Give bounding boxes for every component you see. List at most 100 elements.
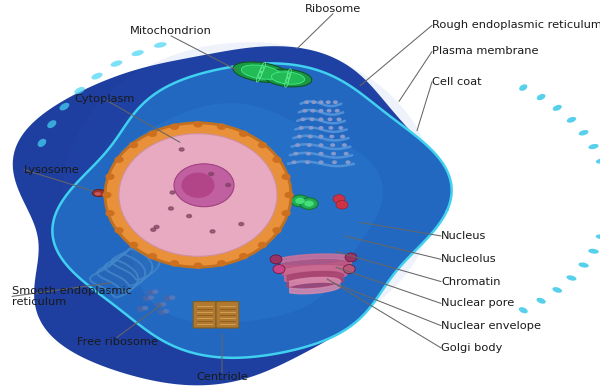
Ellipse shape: [110, 60, 122, 67]
Ellipse shape: [59, 103, 70, 110]
Circle shape: [210, 230, 215, 233]
Circle shape: [155, 303, 163, 307]
Circle shape: [259, 142, 266, 147]
Text: Nucleolus: Nucleolus: [441, 254, 497, 264]
Text: Nuclear envelope: Nuclear envelope: [441, 321, 541, 331]
Circle shape: [319, 161, 323, 163]
Circle shape: [239, 254, 247, 259]
Ellipse shape: [300, 198, 318, 209]
Circle shape: [344, 152, 348, 155]
Circle shape: [194, 263, 202, 268]
Circle shape: [328, 110, 331, 112]
Ellipse shape: [74, 87, 85, 94]
Circle shape: [285, 193, 293, 197]
Circle shape: [273, 157, 281, 162]
Circle shape: [170, 296, 175, 299]
Circle shape: [296, 144, 299, 146]
Ellipse shape: [578, 130, 589, 136]
Circle shape: [106, 174, 114, 179]
Circle shape: [299, 127, 303, 129]
Circle shape: [137, 307, 145, 311]
Circle shape: [306, 161, 310, 163]
Polygon shape: [107, 103, 383, 323]
Circle shape: [328, 118, 332, 121]
Text: Plasma membrane: Plasma membrane: [432, 46, 539, 57]
Circle shape: [153, 290, 158, 293]
Circle shape: [218, 261, 226, 266]
Circle shape: [115, 228, 123, 233]
Ellipse shape: [273, 264, 285, 274]
Circle shape: [149, 296, 154, 299]
Circle shape: [169, 207, 173, 210]
Ellipse shape: [589, 144, 599, 149]
Ellipse shape: [588, 249, 599, 254]
Ellipse shape: [596, 158, 600, 163]
Text: Ribosome: Ribosome: [305, 4, 361, 14]
Circle shape: [164, 310, 169, 313]
Circle shape: [143, 307, 148, 310]
Ellipse shape: [119, 134, 277, 256]
Circle shape: [319, 144, 323, 146]
Ellipse shape: [333, 195, 345, 203]
Circle shape: [329, 127, 333, 129]
Circle shape: [130, 142, 137, 147]
Circle shape: [239, 223, 244, 226]
Text: Cell coat: Cell coat: [432, 77, 482, 87]
Circle shape: [305, 101, 308, 103]
Circle shape: [298, 135, 301, 138]
Circle shape: [259, 243, 266, 248]
Text: Mitochondrion: Mitochondrion: [130, 26, 212, 36]
Circle shape: [151, 228, 155, 231]
Circle shape: [170, 124, 178, 129]
Circle shape: [179, 148, 184, 151]
Ellipse shape: [264, 69, 312, 87]
Circle shape: [319, 101, 323, 103]
Text: Chromatin: Chromatin: [441, 277, 500, 287]
Ellipse shape: [47, 120, 56, 128]
Ellipse shape: [536, 298, 546, 304]
Text: Rough endoplasmic reticulum: Rough endoplasmic reticulum: [432, 20, 600, 30]
Ellipse shape: [596, 234, 600, 239]
Circle shape: [170, 261, 178, 266]
Ellipse shape: [233, 62, 289, 82]
Ellipse shape: [553, 105, 562, 111]
Polygon shape: [13, 46, 440, 385]
Circle shape: [346, 161, 350, 163]
Ellipse shape: [343, 264, 355, 274]
Circle shape: [282, 174, 290, 179]
Ellipse shape: [336, 200, 348, 209]
Text: Nuclear pore: Nuclear pore: [441, 298, 514, 308]
Circle shape: [311, 110, 315, 112]
Text: Lysosome: Lysosome: [24, 165, 80, 175]
Circle shape: [164, 296, 172, 301]
FancyBboxPatch shape: [193, 301, 216, 328]
Text: Golgi body: Golgi body: [441, 343, 502, 353]
Circle shape: [161, 303, 166, 306]
Circle shape: [194, 122, 202, 127]
Ellipse shape: [304, 200, 314, 207]
Circle shape: [310, 127, 313, 129]
Ellipse shape: [182, 172, 215, 198]
Ellipse shape: [241, 65, 281, 79]
Circle shape: [343, 144, 346, 146]
Circle shape: [341, 135, 344, 138]
Circle shape: [148, 290, 155, 295]
Circle shape: [218, 124, 226, 129]
Ellipse shape: [519, 84, 527, 91]
Polygon shape: [112, 243, 160, 280]
Text: Smooth endoplasmic
reticulum: Smooth endoplasmic reticulum: [12, 285, 132, 307]
Circle shape: [226, 183, 230, 186]
Circle shape: [332, 152, 335, 155]
Ellipse shape: [94, 67, 404, 319]
Circle shape: [149, 131, 157, 136]
Circle shape: [330, 135, 334, 138]
FancyBboxPatch shape: [216, 301, 239, 328]
Circle shape: [319, 135, 323, 138]
Circle shape: [170, 191, 175, 194]
Circle shape: [209, 172, 214, 176]
Ellipse shape: [271, 72, 305, 84]
Ellipse shape: [92, 190, 106, 197]
Ellipse shape: [62, 42, 436, 344]
Circle shape: [333, 161, 337, 163]
Circle shape: [334, 101, 337, 103]
